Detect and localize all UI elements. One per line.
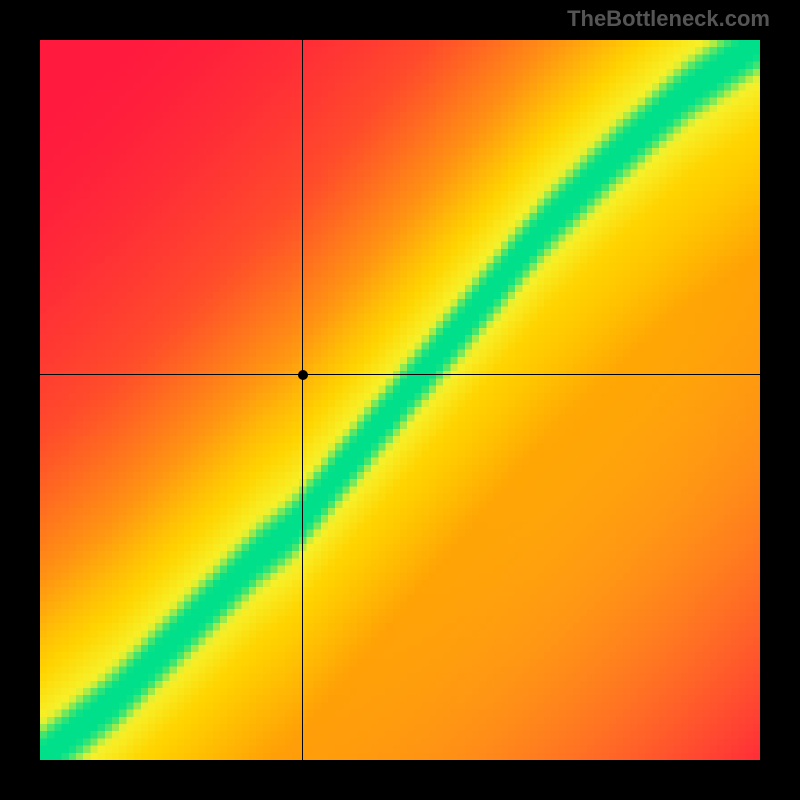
watermark-text: TheBottleneck.com (567, 6, 770, 32)
plot-area (40, 40, 760, 760)
crosshair-point (298, 370, 308, 380)
crosshair-vertical (302, 40, 303, 760)
crosshair-horizontal (40, 374, 760, 375)
heatmap-canvas (40, 40, 760, 760)
